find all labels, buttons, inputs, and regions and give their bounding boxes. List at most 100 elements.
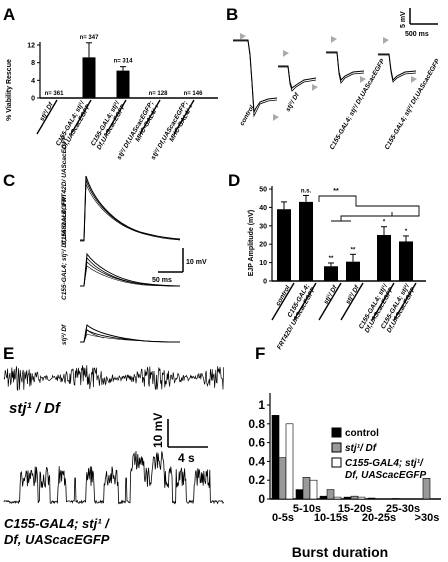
d-significance-bracket: [318, 195, 420, 222]
d-category-underline: [340, 282, 364, 321]
f-bar: [319, 495, 328, 500]
e-scale-t: 4 s: [178, 451, 195, 465]
d-y-tick-label: 20: [259, 242, 267, 249]
panel-e: stj¹ / Df 10 mV 4 s C155-GAL4; stj¹ / Df,…: [3, 365, 224, 547]
d-bar: [346, 261, 360, 281]
f-y-tick-label: 0.2: [248, 473, 265, 487]
b-arrowhead: [331, 36, 337, 43]
c-label-stj2: stj²/ Df: [61, 324, 68, 345]
c-label-c155-stj1: C155-GAL4; stj¹/ Df,UAScacEGFP: [61, 196, 68, 300]
b-scale-v: 5 mV: [400, 11, 407, 28]
a-bar: [82, 57, 96, 98]
d-significance: *: [405, 229, 408, 235]
b-trace-c155-stj1: [326, 36, 366, 84]
c-label-control: C155-GAL4; FRT42D/ UAScacEGFP: [61, 135, 68, 245]
f-legend-swatch-stj1: [331, 442, 342, 453]
a-n-label: n= 128: [149, 91, 169, 97]
f-legend-control: control: [345, 428, 379, 439]
a-y-tick-label: 8: [31, 60, 35, 67]
a-y-label: % Viability Rescue: [6, 59, 13, 121]
f-legend-stj1: stj¹/ Df: [345, 443, 378, 454]
d-bar: [377, 235, 391, 281]
panel-a: % Viability Rescue 0 4 8 12 n= 361 n= 347 n= …: [6, 35, 218, 161]
f-x-tick-label: 20-25s: [362, 512, 396, 524]
d-bar: [299, 201, 313, 281]
d-significance: *: [383, 220, 386, 226]
a-category-underline: [139, 99, 161, 135]
d-category-underline: [393, 282, 417, 321]
f-bar: [302, 477, 311, 500]
b-arrowhead: [240, 33, 246, 40]
c-trace-stj2: [80, 324, 181, 343]
a-category-underline: [36, 99, 58, 135]
d-y-tick-label: 10: [259, 260, 267, 267]
f-bar: [367, 497, 376, 500]
panel-f: 0 0.2 0.4 0.6 0.8 1 0-5s5-10s10-15s15-20s20-2…: [248, 393, 441, 560]
f-bar: [422, 478, 431, 500]
b-trace-control: [233, 33, 279, 121]
f-bar: [278, 457, 287, 500]
d-y-label: EJP Amplitude (mV): [248, 210, 255, 277]
f-bar: [309, 479, 318, 500]
e-scale-v: 10 mV: [151, 413, 165, 448]
e-trace-stj1: [3, 365, 224, 392]
d-category-underline: [271, 282, 295, 321]
a-y-tick-label: 0: [31, 96, 35, 103]
d-y-tick-label: 50: [259, 187, 267, 194]
d-y-tick-label: 30: [259, 223, 267, 230]
a-category-underline: [105, 99, 127, 135]
panel-b: 5 mV 500 ms contro: [233, 8, 442, 151]
b-scale-t: 500 ms: [405, 31, 429, 38]
panel-letter-d: D: [228, 171, 240, 190]
f-bar: [295, 489, 304, 500]
a-n-label: n= 361: [45, 91, 65, 97]
b-label-stj2: stj²/ Df: [285, 91, 302, 113]
b-arrowhead: [360, 76, 366, 83]
a-n-label: n= 314: [114, 59, 134, 65]
f-bar: [343, 496, 352, 500]
f-y-tick-label: 1: [258, 398, 265, 412]
panel-letter-e: E: [3, 344, 14, 363]
f-y-tick-label: 0: [258, 492, 265, 506]
d-category-label: stj²/ Df: [345, 284, 362, 306]
f-y-tick-label: 0.8: [248, 417, 265, 431]
e-label-top: stj¹ / Df: [9, 400, 62, 417]
a-category-label: stj²/ Df: [39, 101, 56, 123]
d-bracket-label: **: [333, 188, 339, 195]
f-x-tick-label: >30s: [415, 512, 440, 524]
d-category-underline: [318, 282, 342, 321]
f-x-tick-label: 25-30s: [386, 503, 420, 515]
a-y-tick-label: 12: [27, 43, 35, 50]
f-x-tick-label: 0-5s: [272, 512, 294, 524]
f-legend: control stj¹/ Df C155-GAL4; stj¹/Df, UAS…: [331, 427, 426, 481]
f-x-tick-label: 5-10s: [293, 503, 321, 515]
a-bar: [116, 70, 130, 98]
f-legend-swatch-control: [331, 427, 342, 438]
a-category-label: C155-GAL4; stj²/Df,UAScacEGFP: [90, 99, 128, 151]
b-arrowhead: [383, 37, 389, 44]
d-significance: **: [329, 256, 334, 262]
panel-letter-c: C: [3, 171, 15, 190]
a-y-tick-label: 4: [31, 78, 35, 85]
b-trace-c155-stj2: [378, 37, 417, 83]
c-trace-control: [80, 175, 181, 242]
a-category-underline: [173, 99, 195, 135]
b-arrowhead: [312, 84, 318, 91]
d-bar: [324, 266, 338, 281]
d-category-underline: [293, 282, 317, 321]
d-bar: [277, 209, 291, 281]
d-significance: **: [351, 247, 356, 253]
panel-letter-b: B: [226, 5, 238, 24]
f-bar: [350, 495, 359, 500]
c-scale-t: 50 ms: [152, 277, 172, 284]
f-x-tick-label: 10-15s: [314, 512, 348, 524]
f-bar: [285, 423, 294, 500]
e-trace-c155-stj1: [3, 451, 224, 505]
f-legend-swatch-c155: [331, 457, 342, 468]
d-bar: [399, 241, 413, 281]
b-arrowhead: [283, 50, 289, 57]
d-category-label: control: [275, 284, 292, 307]
d-significance: n.s.: [301, 188, 312, 194]
